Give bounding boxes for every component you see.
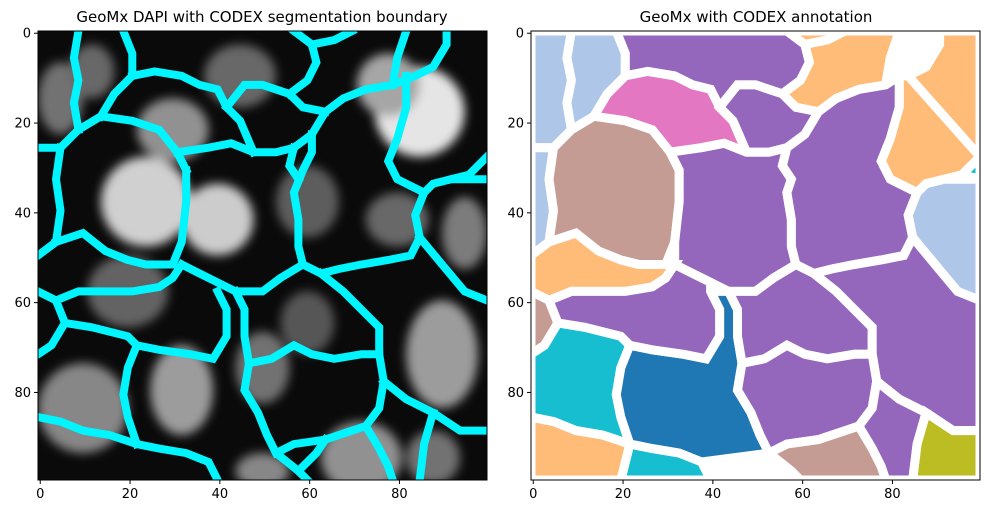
segmentation-boundary-5 bbox=[220, 80, 331, 117]
region-27-orange bbox=[531, 412, 636, 480]
right-plot-area bbox=[531, 31, 980, 480]
nucleus-3 bbox=[100, 156, 191, 247]
left-x-axis: 0 20 40 60 80 bbox=[36, 480, 408, 502]
segmentation-boundary-18 bbox=[60, 286, 231, 364]
right-xtick-label-40: 40 bbox=[705, 487, 722, 502]
right-ytick-label-80: 80 bbox=[507, 386, 524, 401]
segmentation-boundary-25 bbox=[119, 340, 142, 450]
segmentation-boundary-2 bbox=[69, 31, 84, 135]
segmentation-boundary-22 bbox=[360, 420, 397, 480]
right-panel: GeoMx with CODEX annotation 0 20 40 60 80 0 2… bbox=[507, 8, 981, 502]
left-ytick-label-60: 60 bbox=[14, 296, 31, 311]
nucleus-5 bbox=[204, 44, 276, 108]
right-x-axis: 0 20 40 60 80 bbox=[529, 480, 901, 502]
region-7-orange bbox=[900, 31, 980, 164]
segmentation-boundary-10 bbox=[50, 166, 191, 269]
nucleus-12 bbox=[150, 345, 214, 436]
left-xtick-label-60: 60 bbox=[301, 487, 318, 502]
segmentation-boundary-27 bbox=[292, 434, 331, 477]
segmentation-boundary-12 bbox=[285, 142, 304, 185]
right-y-axis: 0 20 40 60 80 bbox=[507, 27, 531, 401]
left-ytick-label-40: 40 bbox=[14, 206, 31, 221]
right-axes-frame bbox=[530, 30, 981, 481]
nucleus-17 bbox=[235, 453, 290, 480]
left-title: GeoMx DAPI with CODEX segmentation bound… bbox=[76, 8, 447, 26]
nucleus-18 bbox=[442, 197, 487, 269]
right-xtick-label-80: 80 bbox=[884, 487, 901, 502]
segmentation-boundary-4 bbox=[127, 67, 259, 158]
segmentation-boundary-14 bbox=[446, 151, 487, 185]
segmentation-boundary-23 bbox=[414, 231, 487, 305]
right-title: GeoMx with CODEX annotation bbox=[640, 8, 873, 26]
region-24-olive bbox=[908, 405, 980, 480]
nucleus-15 bbox=[406, 300, 479, 409]
nucleus-19 bbox=[406, 430, 461, 480]
region-25-tan bbox=[760, 420, 891, 480]
nucleus-9 bbox=[365, 192, 429, 247]
segmentation-boundary-8 bbox=[388, 31, 411, 90]
nucleus-4 bbox=[181, 183, 254, 256]
left-ytick-label-20: 20 bbox=[14, 117, 31, 132]
left-y-axis: 0 20 40 60 80 bbox=[14, 27, 38, 401]
segmentation-boundary-28 bbox=[415, 407, 439, 480]
right-ytick-label-20: 20 bbox=[507, 117, 524, 132]
segmentation-boundary-16 bbox=[50, 258, 188, 306]
segmentation-boundary-19 bbox=[230, 286, 314, 480]
left-panel: GeoMx DAPI with CODEX segmentation bound… bbox=[14, 8, 488, 502]
left-ytick-label-80: 80 bbox=[14, 386, 31, 401]
nucleus-16 bbox=[320, 421, 402, 480]
left-plot-area bbox=[38, 31, 487, 480]
right-xtick-label-60: 60 bbox=[794, 487, 811, 502]
segmentation-boundary-9 bbox=[38, 143, 66, 261]
left-xtick-label-80: 80 bbox=[391, 487, 408, 502]
left-xtick-label-40: 40 bbox=[212, 487, 229, 502]
left-xtick-label-0: 0 bbox=[36, 487, 44, 502]
left-ytick-label-0: 0 bbox=[23, 27, 31, 42]
nucleus-14 bbox=[280, 291, 335, 355]
region-21-purple bbox=[803, 229, 980, 436]
segmentation-boundary-7 bbox=[307, 31, 358, 50]
region-19-purple bbox=[543, 258, 725, 364]
right-ytick-label-40: 40 bbox=[507, 206, 524, 221]
nucleus-1 bbox=[136, 98, 209, 162]
left-xtick-label-20: 20 bbox=[122, 487, 139, 502]
segmentation-boundary-26 bbox=[244, 340, 384, 369]
segmentation-boundary-13 bbox=[383, 71, 430, 198]
right-ytick-label-60: 60 bbox=[507, 296, 524, 311]
left-axes-frame bbox=[37, 30, 488, 481]
right-xtick-label-0: 0 bbox=[529, 487, 537, 502]
right-ytick-label-0: 0 bbox=[516, 27, 524, 42]
segmentation-boundary-6 bbox=[283, 31, 321, 100]
nucleus-8 bbox=[275, 165, 339, 238]
right-xtick-label-20: 20 bbox=[615, 487, 632, 502]
